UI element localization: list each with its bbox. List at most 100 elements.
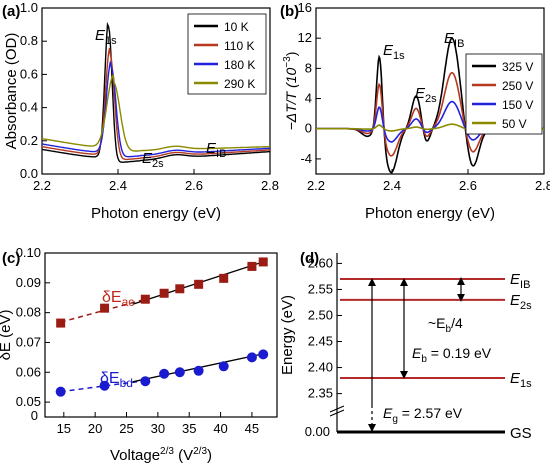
panel-d-ytick-label: 2.35 — [308, 386, 333, 401]
data-point-bd — [258, 349, 269, 360]
annotation-eg: Eg = 2.57 eV — [383, 405, 463, 425]
panel-a-ytick-label: 0.0 — [20, 166, 38, 181]
panel-a-xtick-label: 2.2 — [33, 178, 51, 193]
panel-d-ytick-label: 2.60 — [308, 255, 333, 270]
legend-label-10k: 10 K — [224, 20, 249, 34]
panel-label-a: (a) — [2, 3, 20, 20]
panel-c-ytick-label: 0.08 — [16, 305, 41, 320]
annotation-eib: EIB — [206, 140, 226, 160]
panel-c-ytick-label: 0.05 — [16, 394, 41, 409]
panel-b-ytick-label: 12 — [298, 30, 312, 45]
data-point-ac — [219, 273, 229, 283]
panel-b-ytick-label: -4 — [300, 151, 312, 166]
data-point-bd — [174, 367, 185, 378]
data-point-bd — [55, 386, 66, 397]
data-point-bd — [140, 376, 151, 387]
annotation-eb: Eb = 0.19 eV — [412, 345, 492, 365]
legend-label-50v: 50 V — [502, 117, 527, 131]
axis-break-mark-1 — [329, 405, 345, 413]
panel-c-xtick-label: 15 — [57, 421, 71, 436]
panel-c-ytick-label: 0.07 — [16, 334, 41, 349]
data-point-ac — [194, 279, 204, 289]
panel-b-xtick-label: 2.2 — [307, 178, 325, 193]
data-point-ac — [56, 318, 66, 328]
panel-b-ytick-label: 0 — [305, 121, 312, 136]
panel-a-series-line — [41, 47, 271, 161]
panel-a-xtick-label: 2.8 — [261, 178, 279, 193]
panel-d-ytick-label: 2.40 — [308, 360, 333, 375]
panel-b-xtick-label: 2.4 — [383, 178, 401, 193]
panel-b-xlabel: Photon energy (eV) — [365, 205, 495, 222]
panel-c-xtick-label: 20 — [88, 421, 102, 436]
data-point-ac — [140, 294, 150, 304]
panel-c-ytick-label: 0.09 — [16, 275, 41, 290]
energy-level-label: EIB — [510, 271, 530, 291]
energy-level-label: E2s — [510, 292, 532, 312]
axis-break-mark-2 — [329, 409, 345, 417]
panel-label-b: (b) — [280, 3, 299, 20]
panel-label-c: (c) — [2, 250, 20, 267]
legend-label-250v: 250 V — [502, 79, 533, 93]
data-point-ac — [247, 261, 257, 271]
data-point-bd — [193, 365, 204, 376]
annotation-eb-quarter: ~Eb/4 — [428, 315, 463, 335]
annotation-b-e2s: E2s — [415, 85, 437, 105]
panel-b-xtick-label: 2.6 — [459, 178, 477, 193]
panel-d-ytick-label: 2.55 — [308, 281, 333, 296]
panel-b-ytick-label: 16 — [298, 0, 312, 15]
panel-b-ytick-label: 8 — [305, 60, 312, 75]
series-label-bd: δEbd — [100, 370, 133, 390]
panel-d-ytick-label: 2.50 — [308, 307, 333, 322]
ground-state-label: GS — [510, 425, 532, 442]
panel-c-ylabel: δE (eV) — [0, 310, 14, 361]
data-point-ac — [175, 284, 185, 294]
panel-c-xtick-label: 40 — [213, 421, 227, 436]
annotation-b-eib: EIB — [444, 30, 464, 50]
legend-label-290k: 290 K — [224, 77, 255, 91]
annotation-b-e1s: E1s — [383, 42, 405, 62]
panel-a-xtick-label: 2.6 — [185, 178, 203, 193]
trend-dashed-ac — [60, 298, 146, 323]
data-point-ac — [100, 303, 110, 313]
data-point-bd — [99, 380, 110, 391]
panel-c-ytick-label: 0.10 — [16, 245, 41, 260]
data-point-ac — [258, 257, 268, 267]
panel-b-frame — [315, 7, 545, 175]
panel-b-chart: 2.2 2.4 2.6 2.8 -4 0 4 8 12 16 Photon energy (eV)… — [282, 0, 550, 222]
series-label-ac: δEac — [102, 289, 134, 309]
legend-label-325v: 325 V — [502, 60, 533, 74]
panel-a-series-line — [41, 61, 270, 158]
panel-c-chart: 15 20 25 30 35 40 45 0.05 0.06 0.07 0.08 0.09 0.10 0… — [0, 245, 278, 464]
legend-label-110k: 110 K — [224, 39, 254, 53]
panel-c-xtick-label: 25 — [119, 421, 133, 436]
panel-b-ylabel: −ΔT/T (10−3) — [282, 52, 299, 131]
data-point-bd — [159, 368, 170, 379]
panel-a-series-line — [41, 21, 271, 163]
panel-label-d: (d) — [300, 250, 319, 267]
legend-label-180k: 180 K — [224, 58, 255, 72]
data-point-bd — [246, 352, 257, 363]
panel-c-xtick-label: 45 — [245, 421, 259, 436]
panel-b-ytick-label: 4 — [305, 91, 312, 106]
panel-b-legend — [465, 53, 543, 135]
panel-c-frame — [44, 252, 278, 418]
panel-a-xtick-label: 2.4 — [109, 178, 127, 193]
panel-a-series-line — [41, 73, 270, 152]
panel-a-frame — [41, 7, 271, 175]
panel-a-ytick-label: 0.8 — [20, 33, 38, 48]
panel-a-ytick-label: 0.6 — [20, 66, 38, 81]
energy-level-label: E1s — [510, 370, 532, 390]
panel-d-origin-label: 0.00 — [305, 424, 330, 439]
panel-c-ytick-label: 0.06 — [16, 364, 41, 379]
panel-c-xtick-label: 30 — [151, 421, 165, 436]
panel-a-chart: 2.2 2.4 2.6 2.8 0.0 0.2 0.4 0.6 0.8 1.0 Photon en… — [3, 0, 279, 222]
annotation-e2s: E2s — [142, 150, 164, 170]
panel-a-ytick-label: 0.2 — [20, 133, 38, 148]
panel-a-xlabel: Photon energy (eV) — [91, 205, 221, 222]
panel-a-ytick-label: 0.4 — [20, 100, 38, 115]
panel-c-xtick-label: 35 — [182, 421, 196, 436]
panel-a-ytick-label: 1.0 — [20, 0, 38, 15]
panel-d-ytick-label: 2.45 — [308, 334, 333, 349]
